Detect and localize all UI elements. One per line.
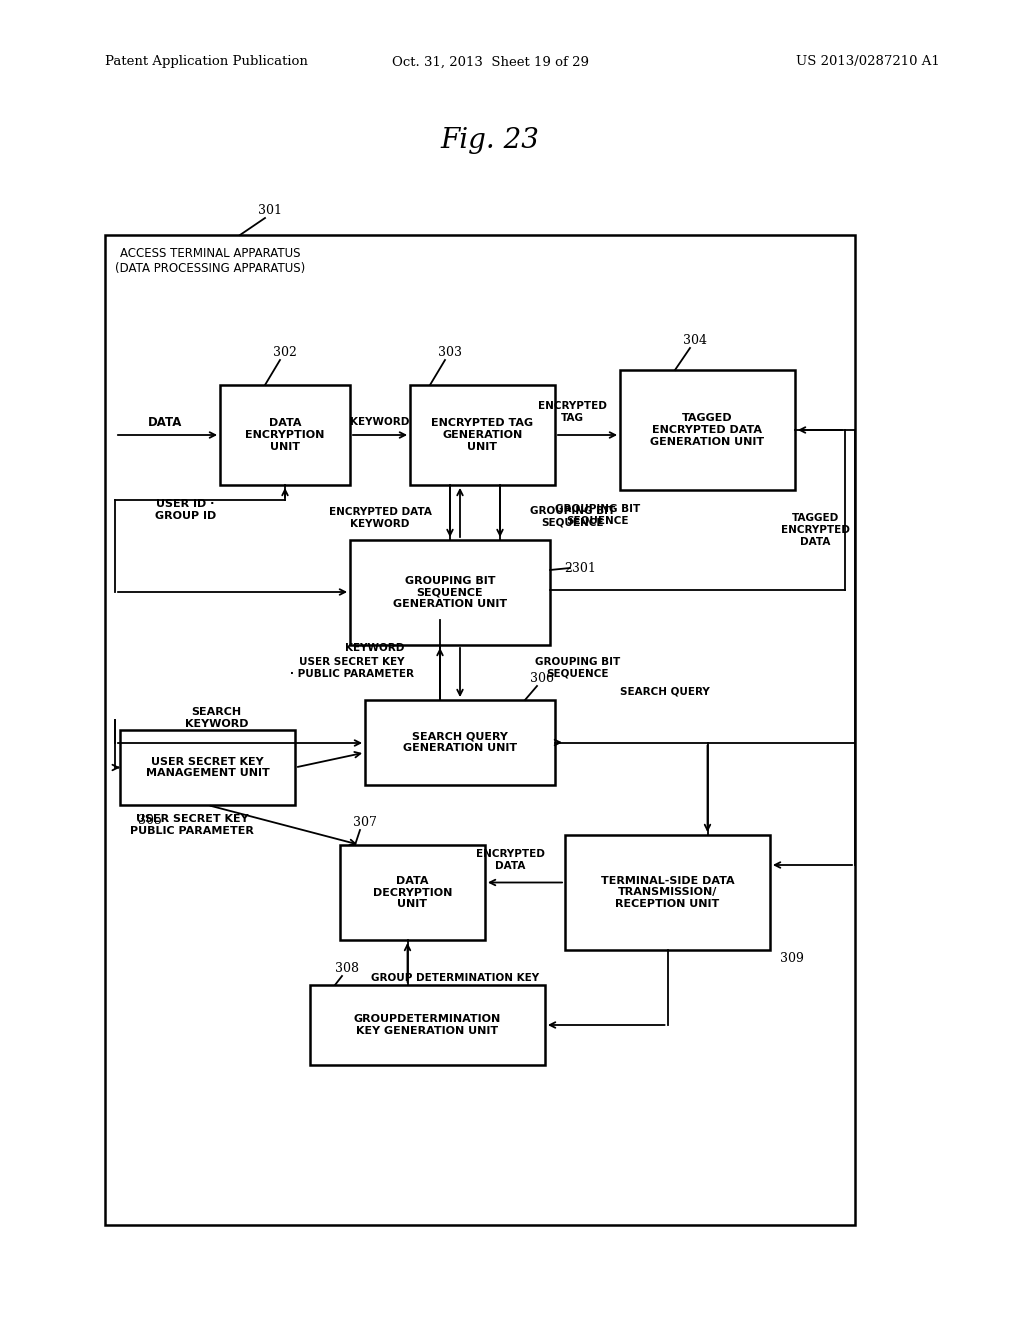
Text: Oct. 31, 2013  Sheet 19 of 29: Oct. 31, 2013 Sheet 19 of 29 [391, 55, 589, 69]
Text: Fig. 23: Fig. 23 [440, 127, 540, 153]
Bar [105, 235, 855, 1225]
Text: GROUPING BIT
SEQUENCE: GROUPING BIT SEQUENCE [555, 504, 640, 525]
Text: USER SECRET KEY
MANAGEMENT UNIT: USER SECRET KEY MANAGEMENT UNIT [145, 756, 269, 779]
Bar [310, 985, 545, 1065]
Text: USER SECRET KEY
· PUBLIC PARAMETER: USER SECRET KEY · PUBLIC PARAMETER [290, 657, 414, 678]
Bar [365, 700, 555, 785]
Text: 306: 306 [530, 672, 554, 685]
Text: USER ID ·
GROUP ID: USER ID · GROUP ID [155, 499, 216, 521]
Text: Patent Application Publication: Patent Application Publication [105, 55, 308, 69]
Bar [120, 730, 295, 805]
Text: GROUPING BIT
SEQUENCE
GENERATION UNIT: GROUPING BIT SEQUENCE GENERATION UNIT [393, 576, 507, 609]
Text: ENCRYPTED
DATA: ENCRYPTED DATA [475, 849, 545, 871]
Text: KEYWORD: KEYWORD [350, 417, 410, 426]
Text: 309: 309 [780, 952, 804, 965]
Text: 303: 303 [438, 346, 462, 359]
Text: DATA: DATA [147, 416, 182, 429]
Text: 308: 308 [335, 961, 359, 974]
Text: 304: 304 [683, 334, 707, 346]
Text: DATA
DECRYPTION
UNIT: DATA DECRYPTION UNIT [373, 876, 453, 909]
Text: ENCRYPTED DATA
KEYWORD: ENCRYPTED DATA KEYWORD [329, 507, 431, 529]
Text: TERMINAL-SIDE DATA
TRANSMISSION/
RECEPTION UNIT: TERMINAL-SIDE DATA TRANSMISSION/ RECEPTI… [601, 876, 734, 909]
Text: GROUPDETERMINATION
KEY GENERATION UNIT: GROUPDETERMINATION KEY GENERATION UNIT [354, 1014, 501, 1036]
Text: 301: 301 [258, 203, 282, 216]
Bar [220, 385, 350, 484]
Bar [620, 370, 795, 490]
Text: 302: 302 [273, 346, 297, 359]
Text: USER SECRET KEY
PUBLIC PARAMETER: USER SECRET KEY PUBLIC PARAMETER [130, 814, 254, 836]
Text: GROUPING BIT
SEQUENCE: GROUPING BIT SEQUENCE [530, 506, 615, 528]
Text: KEYWORD: KEYWORD [345, 643, 404, 653]
Text: GROUP DETERMINATION KEY: GROUP DETERMINATION KEY [371, 973, 539, 983]
Text: GROUPING BIT
SEQUENCE: GROUPING BIT SEQUENCE [535, 657, 621, 678]
Bar [350, 540, 550, 645]
Text: ACCESS TERMINAL APPARATUS
(DATA PROCESSING APPARATUS): ACCESS TERMINAL APPARATUS (DATA PROCESSI… [115, 247, 305, 275]
Text: TAGGED
ENCRYPTED
DATA: TAGGED ENCRYPTED DATA [780, 513, 850, 546]
Text: SEARCH QUERY: SEARCH QUERY [620, 686, 710, 697]
Text: 307: 307 [353, 816, 377, 829]
Bar [410, 385, 555, 484]
Text: ENCRYPTED
TAG: ENCRYPTED TAG [538, 401, 606, 422]
Text: US 2013/0287210 A1: US 2013/0287210 A1 [797, 55, 940, 69]
Text: DATA
ENCRYPTION
UNIT: DATA ENCRYPTION UNIT [246, 418, 325, 451]
Text: TAGGED
ENCRYPTED DATA
GENERATION UNIT: TAGGED ENCRYPTED DATA GENERATION UNIT [650, 413, 765, 446]
Text: ENCRYPTED TAG
GENERATION
UNIT: ENCRYPTED TAG GENERATION UNIT [431, 418, 534, 451]
Bar [565, 836, 770, 950]
Text: SEARCH QUERY
GENERATION UNIT: SEARCH QUERY GENERATION UNIT [402, 731, 517, 754]
Text: 305: 305 [138, 813, 162, 826]
Bar [340, 845, 485, 940]
Text: SEARCH
KEYWORD: SEARCH KEYWORD [185, 708, 249, 729]
Text: 2301: 2301 [564, 561, 596, 574]
